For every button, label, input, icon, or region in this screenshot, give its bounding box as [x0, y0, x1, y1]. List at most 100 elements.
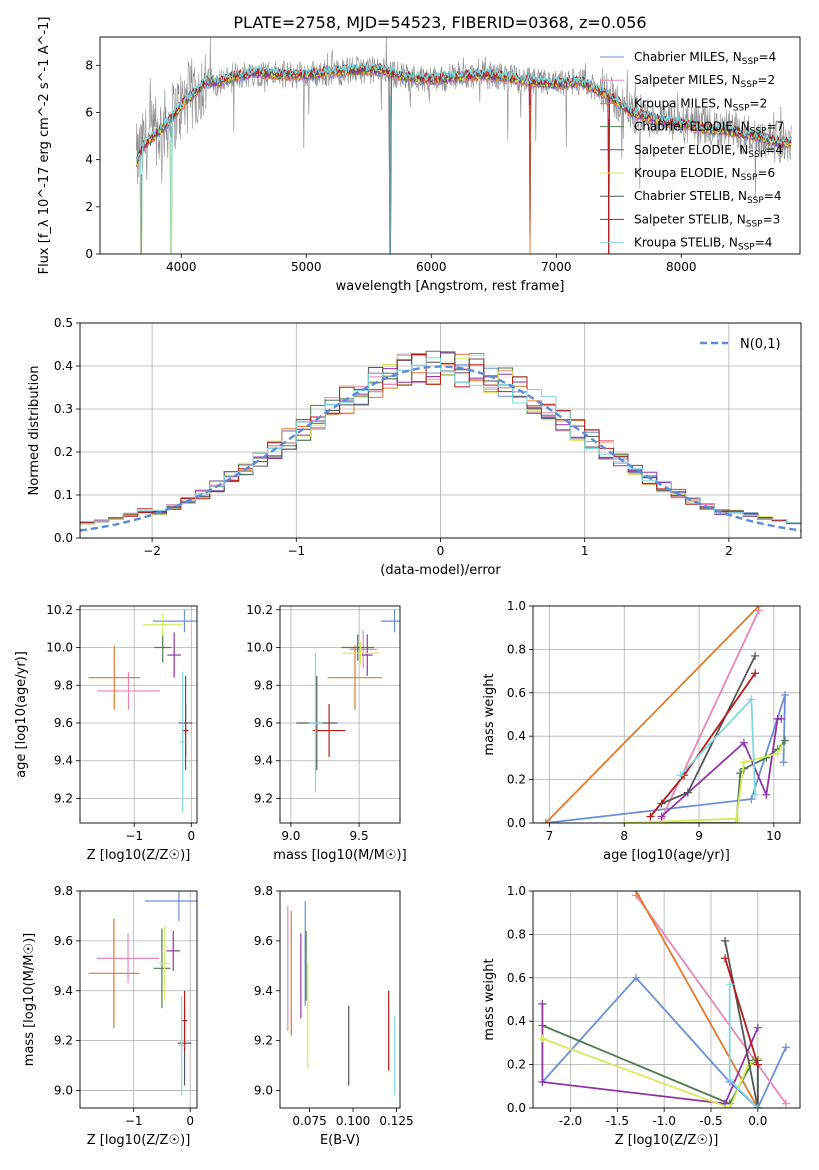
- x-tick-label: 9: [695, 829, 703, 843]
- y-tick-label: 9.2: [254, 791, 273, 805]
- legend-label: Salpeter ELODIE, NSSP=4: [634, 143, 783, 160]
- legend-subscript: SSP: [742, 57, 759, 67]
- x-tick-label: 0.100: [336, 1114, 370, 1128]
- weight-line-9: [679, 697, 756, 795]
- errorbar-point-8: [182, 704, 189, 757]
- y-tick-label: 9.0: [254, 1084, 273, 1098]
- weight-line-3: [635, 891, 759, 1108]
- x-tick-label: 0.0: [748, 1114, 767, 1128]
- figure-title: PLATE=2758, MJD=54523, FIBERID=0368, z=0…: [233, 13, 646, 32]
- weight-line-5: [541, 1003, 759, 1105]
- errorbar-point-1: [153, 609, 197, 633]
- legend-label: Salpeter STELIB, NSSP=3: [634, 212, 780, 229]
- y-tick-label: 9.6: [54, 934, 73, 948]
- errorbar-point-3: [327, 645, 383, 710]
- x-tick-label: 8000: [666, 260, 697, 274]
- x-axis-label: Z [log10(Z/Z☉)]: [87, 848, 191, 863]
- legend-subscript: SSP: [738, 243, 755, 253]
- y-tick-label: 9.2: [54, 791, 73, 805]
- errorbar-point-9: [179, 672, 186, 812]
- weight-marker: [676, 771, 685, 780]
- y-tick-label: 2: [85, 200, 93, 214]
- weight-marker: [739, 738, 748, 747]
- errorbar-point-6: [341, 641, 380, 665]
- weight-marker: [538, 999, 547, 1008]
- legend-subscript: SSP: [741, 173, 758, 183]
- x-tick-label: 0: [437, 544, 445, 558]
- axes-frame: [279, 890, 401, 1109]
- y-tick-label: 9.2: [54, 1034, 73, 1048]
- y-tick-label: 10.2: [246, 603, 273, 617]
- y-tick-label: 10.0: [246, 641, 273, 655]
- errorbar-point-2: [97, 672, 160, 710]
- legend-value: =6: [757, 166, 775, 180]
- x-tick-label: −2: [143, 544, 161, 558]
- x-tick-label: 2: [725, 544, 733, 558]
- y-tick-label: 0.0: [54, 531, 73, 545]
- errorbar-point-5: [166, 930, 181, 971]
- y-tick-label: 8: [85, 58, 93, 72]
- y-tick-label: 9.6: [254, 716, 273, 730]
- y-axis-label: mass weight: [482, 673, 497, 755]
- x-tick-label: 9.0: [281, 829, 300, 843]
- mass_vs_ebv-plot-area: [287, 900, 396, 1096]
- mass_vs_ebv-axes: 0.075 0.100 0.125 9.0 9.2 9.4 9.6 9.8 E(B-V): [254, 884, 414, 1148]
- weight-marker: [747, 695, 756, 704]
- x-axis-label: age [log10(age/yr)]: [603, 848, 730, 863]
- x-tick-label: -1.0: [652, 1114, 675, 1128]
- weight-marker: [753, 1023, 762, 1032]
- weight-marker: [747, 795, 756, 804]
- legend-label: Kroupa ELODIE, NSSP=6: [634, 166, 775, 183]
- errorbar-point-4: [153, 928, 171, 1009]
- errorbar-point-3: [88, 645, 140, 710]
- y-tick-label: 9.0: [54, 1084, 73, 1098]
- x-axis-label: wavelength [Angstrom, rest frame]: [336, 279, 565, 294]
- y-tick-label: 0.0: [507, 1101, 526, 1115]
- y-tick-label: 0.3: [54, 402, 73, 416]
- y-tick-label: 0.0: [507, 816, 526, 830]
- weight-marker: [753, 1104, 762, 1108]
- y-tick-label: 9.4: [254, 754, 273, 768]
- y-tick-label: 0.1: [54, 488, 73, 502]
- legend-label: Chabrier ELODIE, NSSP=7: [634, 120, 784, 137]
- weight-line-2: [660, 609, 760, 820]
- weight_vs_Z-plot-area: [538, 891, 790, 1108]
- weight-line-1: [545, 694, 786, 823]
- y-tick-label: 0.8: [507, 642, 526, 656]
- y-tick-label: 0.4: [507, 729, 526, 743]
- x-tick-label: 10: [766, 829, 781, 843]
- x-axis-label: Z [log10(Z/Z☉)]: [87, 1133, 191, 1148]
- x-axis-label: (data-model)/error: [380, 563, 501, 578]
- x-tick-label: 6000: [416, 260, 447, 274]
- age_vs_Z-plot-area: [88, 609, 197, 812]
- age_vs_Z-axes: −1 0 9.2 9.4 9.6 9.8 10.0 10.2 Z [log10(Z/Z☉)] ag…: [14, 603, 198, 863]
- weight-marker: [739, 758, 748, 767]
- x-tick-label: -1.5: [606, 1114, 629, 1128]
- weight-marker: [781, 1099, 790, 1108]
- x-axis-label: E(B-V): [320, 1133, 360, 1148]
- weight_vs_age-plot-area: [541, 606, 790, 823]
- weight-marker: [683, 788, 692, 797]
- x-tick-label: 5000: [291, 260, 322, 274]
- legend-value: =4: [764, 189, 782, 203]
- y-tick-label: 9.8: [254, 678, 273, 692]
- y-tick-label: 9.8: [254, 884, 273, 898]
- x-tick-label: 0.075: [292, 1114, 326, 1128]
- gaussian-curve: [80, 365, 801, 532]
- errorbar-point-8: [181, 990, 188, 1051]
- legend-subscript: SSP: [750, 127, 767, 137]
- y-tick-label: 9.4: [54, 754, 73, 768]
- legend-subscript: SSP: [733, 103, 750, 113]
- weight-line-8: [724, 958, 759, 1065]
- y-axis-label: mass weight: [482, 958, 497, 1040]
- weight-marker: [538, 1077, 547, 1086]
- legend-value: =4: [765, 143, 783, 157]
- errorbar-point-9: [308, 653, 323, 793]
- y-tick-label: 9.8: [54, 884, 73, 898]
- weight-marker: [725, 1075, 734, 1084]
- y-tick-label: 10.2: [46, 603, 73, 617]
- errorbar-point-5: [167, 632, 182, 678]
- axes-frame: [532, 605, 801, 824]
- mass_vs_Z-plot-area: [88, 891, 197, 1096]
